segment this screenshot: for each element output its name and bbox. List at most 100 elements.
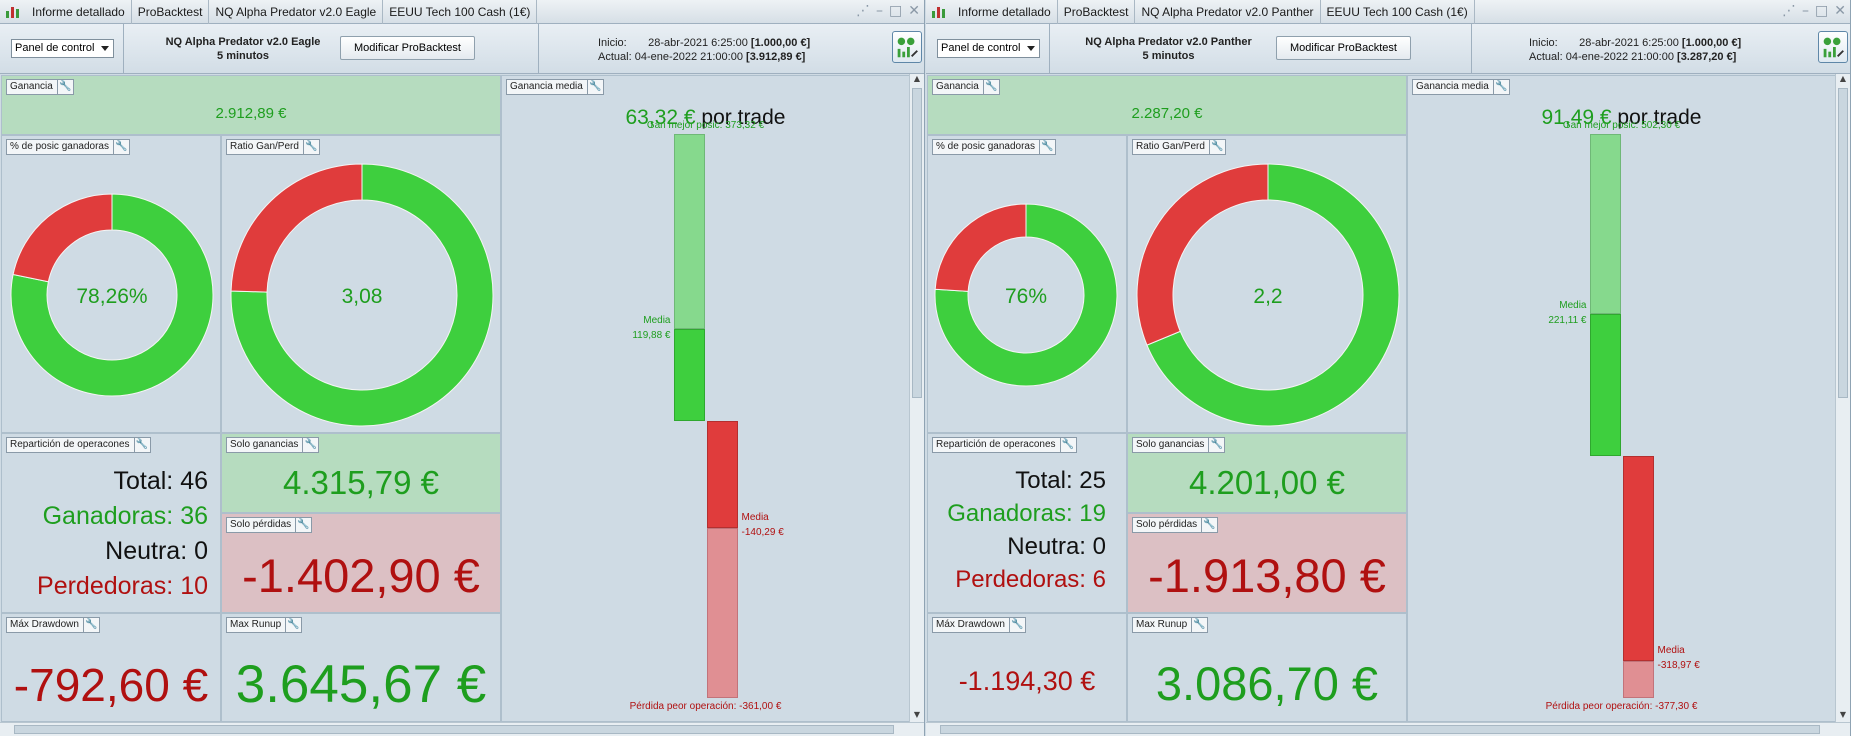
tab-detailed-report[interactable]: Informe detallado	[26, 0, 132, 24]
vertical-scrollbar[interactable]: ▲ ▼	[1835, 74, 1850, 722]
modify-probacktest-button[interactable]: Modificar ProBacktest	[1276, 36, 1411, 60]
wrench-icon[interactable]: 🔧	[1201, 517, 1217, 533]
wrench-icon[interactable]: 🔧	[302, 437, 318, 453]
panel-select-value: Panel de control	[15, 42, 95, 54]
neutral-label: Neutra:	[105, 537, 188, 565]
scroll-up-icon[interactable]: ▲	[913, 74, 921, 83]
neutral-value: 0	[1092, 533, 1106, 560]
losers-label: Perdedoras:	[955, 566, 1086, 593]
scrollbar-thumb[interactable]	[940, 725, 1820, 734]
drawdown-panel: Máx Drawdown 🔧 -1.194,30 €	[927, 613, 1127, 722]
ratio-label-text: Ratio Gan/Perd	[230, 141, 299, 152]
start-date: 28-abr-2021 6:25:00	[648, 37, 748, 49]
wrench-icon[interactable]: 🔧	[1208, 139, 1225, 155]
avg-loss-bar	[1622, 456, 1654, 661]
report-chart-icon[interactable]	[1818, 31, 1848, 63]
wrench-icon[interactable]: 🔧	[1038, 139, 1055, 155]
win-percentage-donut: 76%	[934, 203, 1118, 387]
scroll-down-icon[interactable]: ▼	[913, 710, 921, 719]
modify-probacktest-button[interactable]: Modificar ProBacktest	[340, 36, 475, 60]
start-date: 28-abr-2021 6:25:00	[1579, 37, 1679, 49]
start-label: Inicio:	[1529, 37, 1558, 49]
drawdown-label-text: Máx Drawdown	[10, 619, 79, 630]
scroll-up-icon[interactable]: ▲	[1839, 74, 1847, 83]
runup-label-text: Max Runup	[1136, 619, 1188, 630]
strategy-timeframe: 5 minutos	[1142, 50, 1195, 62]
wrench-icon[interactable]: 🔧	[586, 79, 603, 95]
tab-instrument[interactable]: EEUU Tech 100 Cash (1€)	[383, 0, 538, 24]
chevron-down-icon	[100, 46, 109, 51]
wrench-icon[interactable]: 🔧	[285, 617, 301, 633]
tab-strategy[interactable]: NQ Alpha Predator v2.0 Panther	[1135, 0, 1321, 24]
current-label: Actual:	[1529, 51, 1563, 63]
solo-perdidas-value: -1.913,80 €	[1148, 549, 1386, 602]
ganancia-label-text: Ganancia	[936, 81, 979, 92]
wrench-icon[interactable]: 🔧	[1008, 617, 1025, 633]
winners-label: Ganadoras:	[42, 502, 174, 530]
vertical-scrollbar[interactable]: ▲ ▼	[909, 74, 924, 722]
reparticion-label-text: Repartición de operacones	[936, 439, 1056, 450]
current-date: 04-ene-2022 21:00:00	[1565, 51, 1674, 63]
wrench-icon[interactable]: 🔧	[133, 437, 150, 453]
scrollbar-thumb[interactable]	[1838, 88, 1848, 398]
avg-win-value: 119,88 €	[632, 329, 671, 341]
wrench-icon[interactable]: 🔧	[1208, 437, 1224, 453]
minimize-icon[interactable]: –	[876, 3, 884, 19]
runup-panel: Max Runup 🔧 3.086,70 €	[1127, 613, 1407, 722]
maximize-icon[interactable]: □	[1815, 3, 1829, 19]
avg-gain-suffix: por trade	[1617, 106, 1702, 129]
horizontal-scrollbar[interactable]	[0, 722, 924, 736]
wrench-icon[interactable]: 🔧	[82, 617, 99, 633]
winners-row: Ganadoras: 36	[37, 499, 208, 534]
share-icon[interactable]: ⋰	[856, 3, 871, 19]
ratio-label-text: Ratio Gan/Perd	[1136, 141, 1205, 152]
ganancia-label: Ganancia 🔧	[6, 79, 74, 95]
avg-gain-panel: Ganancia media 🔧 63,32 € por trade Gan me…	[501, 75, 910, 722]
total-label: Total:	[113, 467, 174, 495]
tab-strategy[interactable]: NQ Alpha Predator v2.0 Eagle	[209, 0, 384, 24]
header-divider	[1049, 24, 1050, 74]
wrench-icon[interactable]: 🔧	[295, 517, 311, 533]
losers-value: 6	[1092, 566, 1106, 593]
report-window-panther: Informe detallado ProBacktest NQ Alpha P…	[926, 0, 1851, 736]
report-chart-icon[interactable]	[892, 31, 922, 63]
tab-probacktest[interactable]: ProBacktest	[1058, 0, 1136, 24]
horizontal-scrollbar[interactable]	[926, 722, 1850, 736]
prorealtime-logo-icon	[932, 6, 945, 18]
avg-gain-label-text: Ganancia media	[1416, 81, 1489, 92]
winners-value: 19	[1079, 500, 1106, 527]
minimize-icon[interactable]: –	[1802, 3, 1810, 19]
tab-probacktest[interactable]: ProBacktest	[132, 0, 210, 24]
wrench-icon[interactable]: 🔧	[112, 139, 129, 155]
scrollbar-thumb[interactable]	[912, 88, 922, 398]
scroll-down-icon[interactable]: ▼	[1839, 710, 1847, 719]
panel-select[interactable]: Panel de control	[11, 39, 114, 58]
wrench-icon[interactable]: 🔧	[1191, 617, 1207, 633]
panel-select[interactable]: Panel de control	[937, 39, 1040, 58]
win-percentage-panel: % de posic ganadoras 🔧 78,26%	[1, 135, 221, 433]
maximize-icon[interactable]: □	[889, 3, 903, 19]
ratio-panel: Ratio Gan/Perd 🔧 3,08	[221, 135, 501, 433]
scrollbar-thumb[interactable]	[14, 725, 894, 734]
ratio-donut: 3,08	[230, 163, 494, 427]
close-icon[interactable]: ✕	[1834, 3, 1846, 19]
current-label: Actual:	[598, 51, 632, 63]
wrench-icon[interactable]: 🔧	[982, 79, 999, 95]
window-controls: ⋰ – □ ✕	[1782, 3, 1846, 19]
close-icon[interactable]: ✕	[908, 3, 920, 19]
wrench-icon[interactable]: 🔧	[1492, 79, 1509, 95]
wrench-icon[interactable]: 🔧	[302, 139, 319, 155]
avg-win-label: Media	[1559, 300, 1587, 312]
avg-gain-label-text: Ganancia media	[510, 81, 583, 92]
best-position-label: Gan mejor posic: 373,32 €	[646, 120, 765, 131]
strategy-timeframe: 5 minutos	[217, 50, 269, 62]
avg-loss-value: -140,29 €	[741, 527, 784, 539]
share-icon[interactable]: ⋰	[1782, 3, 1797, 19]
wrench-icon[interactable]: 🔧	[1059, 437, 1076, 453]
tab-instrument[interactable]: EEUU Tech 100 Cash (1€)	[1321, 0, 1475, 24]
wrench-icon[interactable]: 🔧	[56, 79, 73, 95]
avg-loss-bar	[706, 420, 738, 529]
drawdown-label-text: Máx Drawdown	[936, 619, 1005, 630]
tab-detailed-report[interactable]: Informe detallado	[952, 0, 1058, 24]
donut-segment-loss	[1136, 163, 1269, 346]
